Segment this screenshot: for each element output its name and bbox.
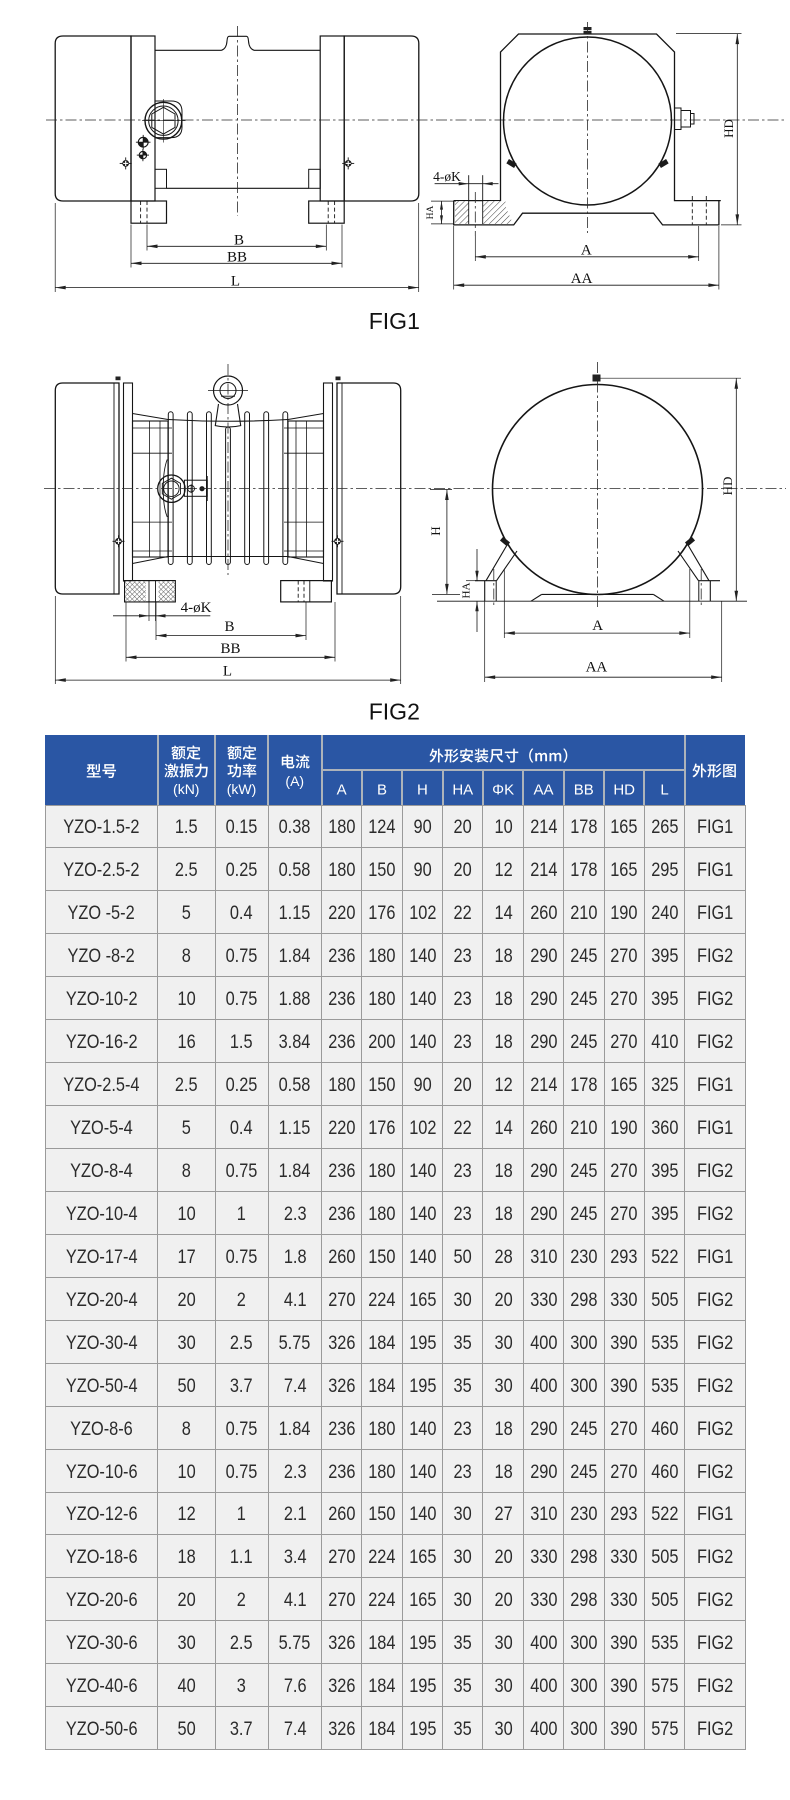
- svg-text:AA: AA: [586, 660, 608, 676]
- svg-text:HA: HA: [426, 206, 436, 220]
- svg-text:BB: BB: [227, 250, 247, 266]
- svg-text:AA: AA: [571, 271, 593, 287]
- svg-text:BB: BB: [220, 641, 240, 657]
- svg-text:B: B: [224, 619, 234, 635]
- svg-text:HA: HA: [460, 583, 472, 599]
- svg-text:4-øK: 4-øK: [433, 169, 461, 184]
- svg-text:4-øK: 4-øK: [181, 600, 212, 616]
- svg-text:HD: HD: [721, 119, 736, 138]
- svg-text:HD: HD: [720, 477, 735, 496]
- svg-text:B: B: [234, 233, 244, 249]
- svg-text:FIG2: FIG2: [369, 698, 420, 724]
- svg-text:H: H: [428, 526, 443, 535]
- svg-text:A: A: [581, 243, 592, 259]
- svg-text:A: A: [592, 618, 603, 634]
- svg-text:L: L: [231, 274, 240, 290]
- svg-text:FIG1: FIG1: [369, 308, 420, 334]
- svg-text:L: L: [223, 664, 232, 680]
